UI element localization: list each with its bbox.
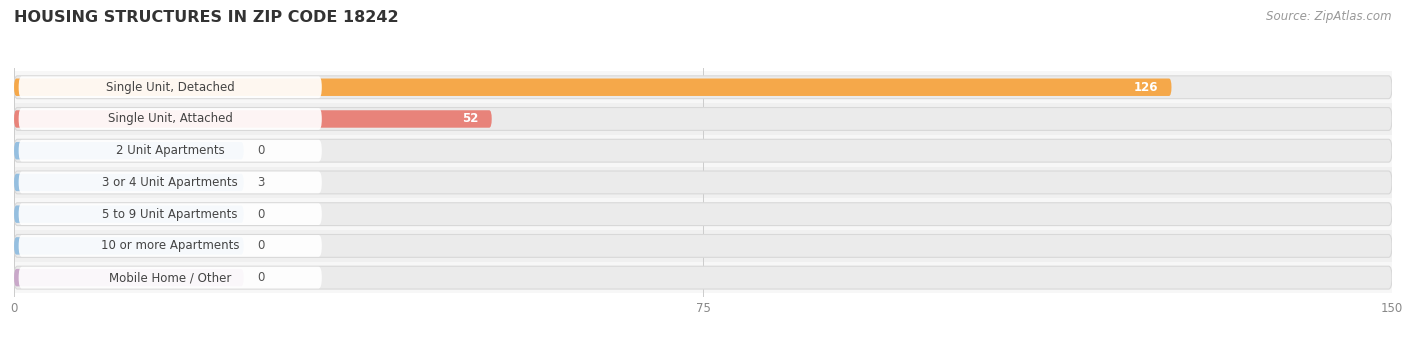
FancyBboxPatch shape	[18, 203, 322, 225]
Text: 126: 126	[1133, 81, 1157, 94]
Text: 2 Unit Apartments: 2 Unit Apartments	[115, 144, 225, 157]
FancyBboxPatch shape	[14, 76, 1392, 99]
Text: HOUSING STRUCTURES IN ZIP CODE 18242: HOUSING STRUCTURES IN ZIP CODE 18242	[14, 10, 399, 25]
Text: Mobile Home / Other: Mobile Home / Other	[110, 271, 232, 284]
FancyBboxPatch shape	[18, 76, 322, 98]
Text: 5 to 9 Unit Apartments: 5 to 9 Unit Apartments	[103, 208, 238, 221]
FancyBboxPatch shape	[14, 142, 243, 160]
Text: 0: 0	[257, 271, 264, 284]
Text: 3: 3	[257, 176, 264, 189]
FancyBboxPatch shape	[14, 110, 492, 128]
Text: Single Unit, Detached: Single Unit, Detached	[105, 81, 235, 94]
Text: 0: 0	[257, 208, 264, 221]
FancyBboxPatch shape	[18, 267, 322, 288]
FancyBboxPatch shape	[14, 237, 243, 255]
Text: 0: 0	[257, 144, 264, 157]
Text: Single Unit, Attached: Single Unit, Attached	[108, 113, 232, 125]
FancyBboxPatch shape	[14, 235, 1392, 257]
FancyBboxPatch shape	[14, 139, 1392, 162]
FancyBboxPatch shape	[18, 172, 322, 193]
Text: Source: ZipAtlas.com: Source: ZipAtlas.com	[1267, 10, 1392, 23]
FancyBboxPatch shape	[14, 269, 243, 286]
FancyBboxPatch shape	[18, 235, 322, 257]
FancyBboxPatch shape	[14, 266, 1392, 289]
FancyBboxPatch shape	[18, 108, 322, 130]
FancyBboxPatch shape	[14, 230, 1392, 262]
FancyBboxPatch shape	[14, 171, 1392, 194]
FancyBboxPatch shape	[18, 140, 322, 162]
FancyBboxPatch shape	[14, 135, 1392, 166]
Text: 3 or 4 Unit Apartments: 3 or 4 Unit Apartments	[103, 176, 238, 189]
FancyBboxPatch shape	[14, 107, 1392, 130]
FancyBboxPatch shape	[14, 198, 1392, 230]
FancyBboxPatch shape	[14, 262, 1392, 294]
FancyBboxPatch shape	[14, 103, 1392, 135]
Text: 52: 52	[461, 113, 478, 125]
FancyBboxPatch shape	[14, 71, 1392, 103]
FancyBboxPatch shape	[14, 166, 1392, 198]
FancyBboxPatch shape	[14, 174, 243, 191]
FancyBboxPatch shape	[14, 205, 243, 223]
FancyBboxPatch shape	[14, 78, 1171, 96]
FancyBboxPatch shape	[14, 203, 1392, 226]
Text: 0: 0	[257, 239, 264, 252]
Text: 10 or more Apartments: 10 or more Apartments	[101, 239, 239, 252]
